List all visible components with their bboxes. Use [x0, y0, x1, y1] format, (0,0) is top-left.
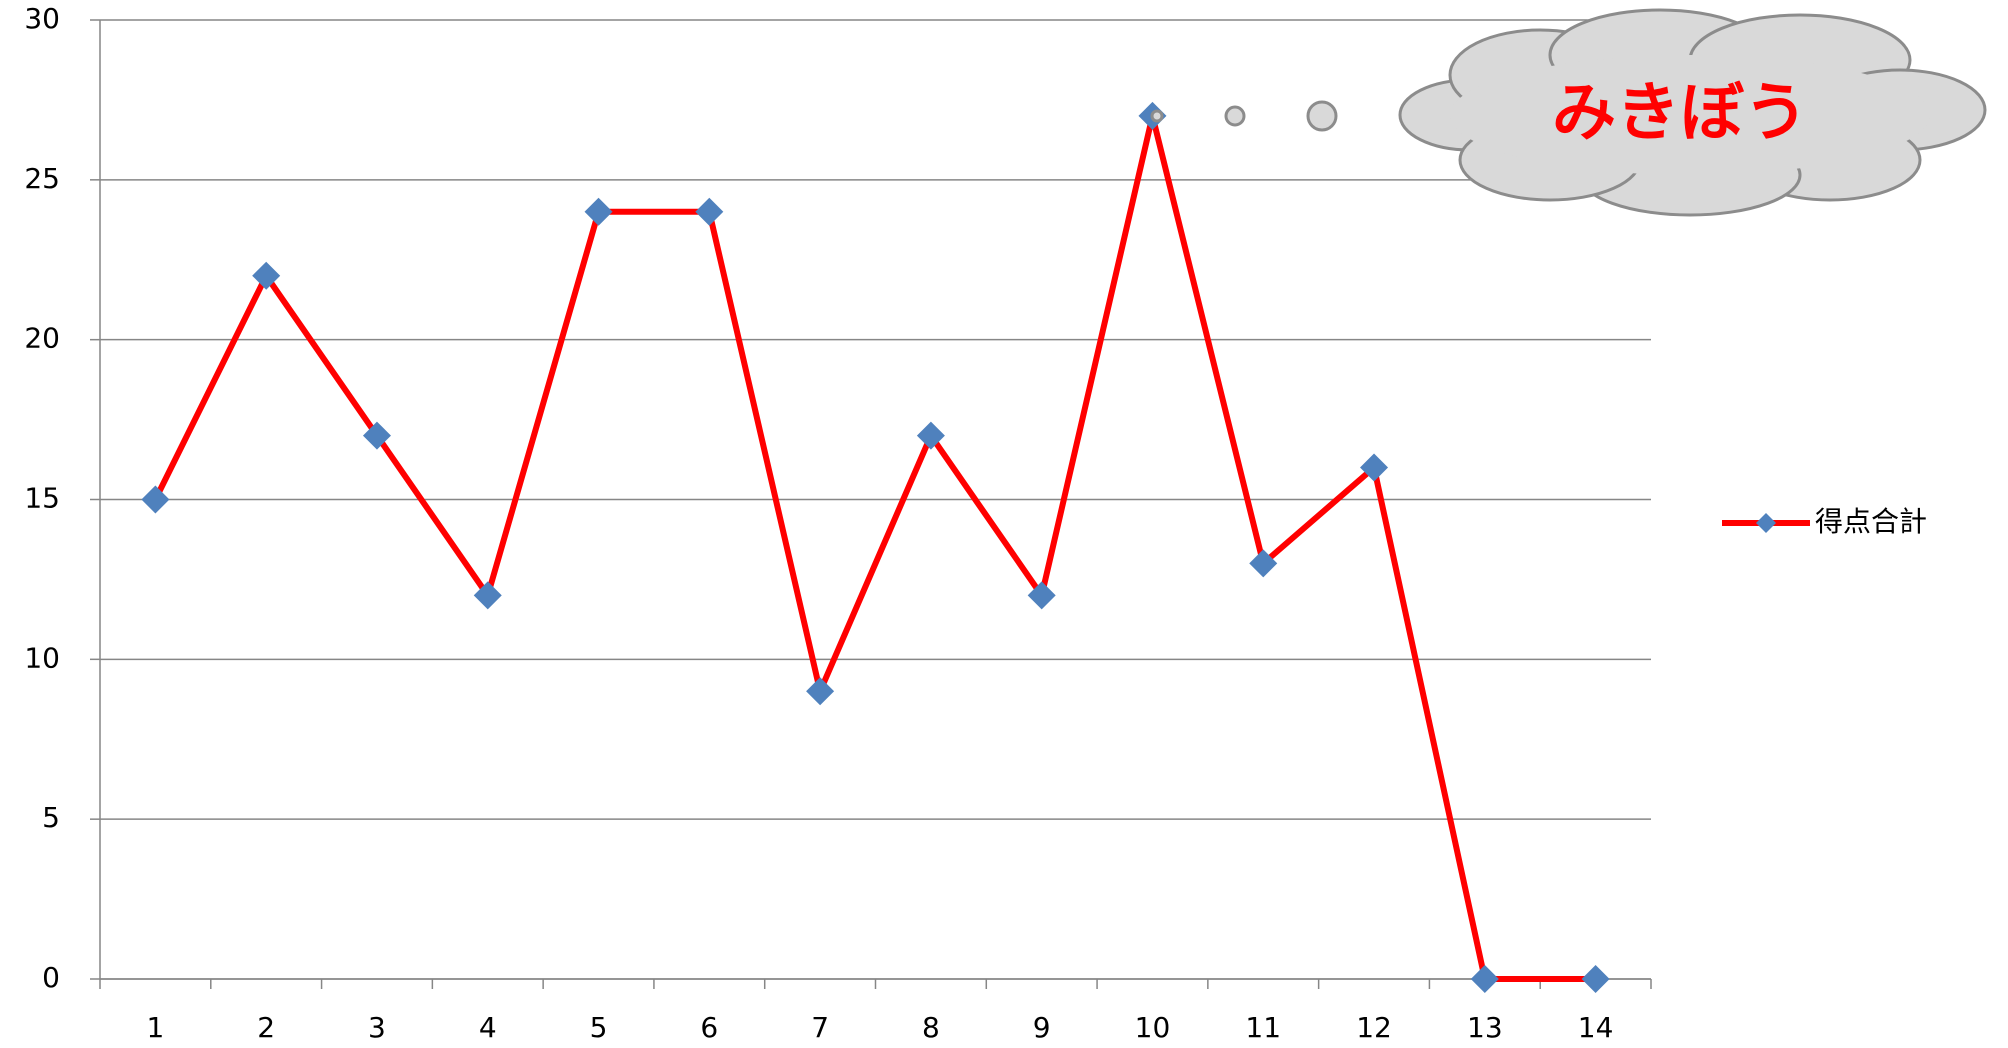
y-tick-label: 25	[24, 162, 60, 195]
marker	[584, 197, 613, 226]
bubble-dot	[1150, 109, 1164, 123]
marker	[695, 197, 724, 226]
y-tick-label: 20	[24, 322, 60, 355]
x-tick-label: 7	[811, 1011, 829, 1044]
marker	[806, 677, 835, 706]
marker	[916, 421, 945, 450]
legend-marker	[1756, 513, 1776, 533]
x-tick-label: 1	[146, 1011, 164, 1044]
marker	[1249, 549, 1278, 578]
marker	[1027, 581, 1056, 610]
y-tick-label: 30	[24, 2, 60, 35]
marker	[473, 581, 502, 610]
x-tick-label: 12	[1356, 1011, 1392, 1044]
marker	[362, 421, 391, 450]
marker	[1581, 965, 1610, 993]
annotation: みきぼう	[1552, 77, 1808, 151]
marker	[1470, 965, 1499, 993]
bubble-dot	[1224, 105, 1246, 127]
x-tick-label: 2	[257, 1011, 275, 1044]
y-tick-label: 5	[42, 801, 60, 834]
series-line	[152, 112, 1596, 982]
x-tick-label: 6	[700, 1011, 718, 1044]
bubble-dot	[1306, 100, 1338, 132]
x-tick-label: 8	[922, 1011, 940, 1044]
x-tick-label: 10	[1135, 1011, 1171, 1044]
x-tick-label: 13	[1467, 1011, 1503, 1044]
y-tick-label: 15	[24, 482, 60, 515]
legend-label: 得点合計	[1815, 505, 1927, 538]
y-tick-label: 0	[42, 961, 60, 994]
x-tick-label: 3	[368, 1011, 386, 1044]
marker	[141, 485, 170, 514]
marker	[252, 261, 281, 290]
marker	[1360, 453, 1389, 482]
x-tick-label: 5	[590, 1011, 608, 1044]
x-tick-label: 14	[1578, 1011, 1614, 1044]
thought-bubble	[1150, 8, 1987, 217]
x-tick-label: 4	[479, 1011, 497, 1044]
x-tick-label: 9	[1033, 1011, 1051, 1044]
y-tick-label: 10	[24, 641, 60, 674]
x-tick-label: 11	[1245, 1011, 1281, 1044]
